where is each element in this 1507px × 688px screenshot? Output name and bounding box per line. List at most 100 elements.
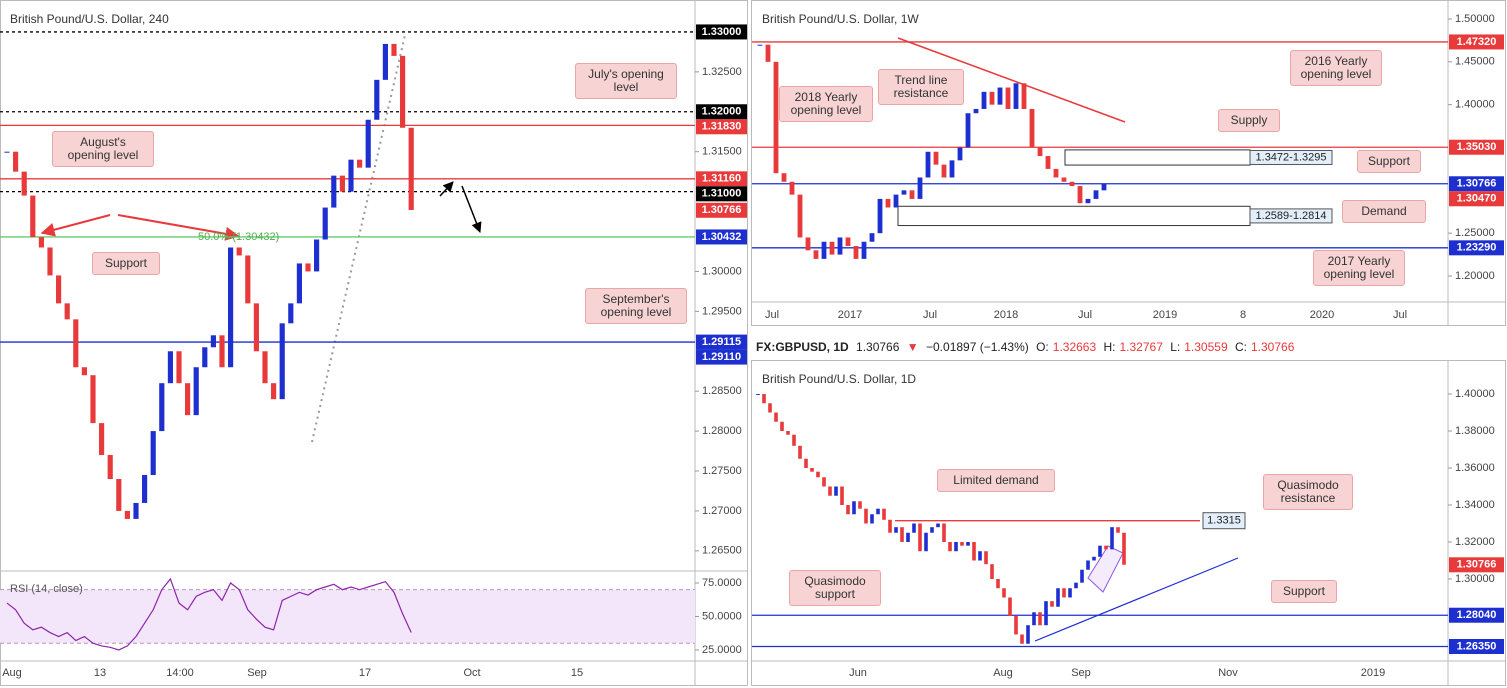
channel	[1087, 545, 1124, 593]
candle	[845, 237, 851, 247]
y-tick-label: 1.40000	[1455, 99, 1495, 111]
candle	[193, 367, 199, 416]
candle	[1085, 198, 1091, 204]
zone-label: 1.2589-1.2814	[1256, 210, 1327, 222]
candle	[1122, 532, 1126, 565]
candle	[900, 527, 904, 542]
callout: 2018 Yearly opening level	[779, 86, 873, 122]
price-marker-label: 1.28040	[1457, 609, 1497, 621]
x-tick-label: Jun	[849, 667, 867, 679]
candle	[774, 412, 778, 422]
panel-frame	[0, 0, 748, 686]
callout: Demand	[1342, 200, 1426, 223]
candle	[1008, 597, 1012, 616]
chart-title: British Pound/U.S. Dollar, 240	[10, 12, 169, 26]
candle	[858, 501, 862, 509]
candle	[957, 147, 963, 161]
y-tick-label: 1.26500	[702, 545, 742, 557]
price-marker	[1449, 607, 1504, 623]
y-tick-label: 1.27500	[702, 465, 742, 477]
candle	[996, 578, 1000, 589]
candle	[894, 527, 898, 533]
candle	[1002, 588, 1006, 598]
y-tick-label: 1.40000	[1455, 388, 1495, 400]
price-marker-label: 1.47320	[1457, 36, 1497, 48]
candle	[116, 478, 122, 511]
candle	[864, 508, 868, 524]
candle	[1080, 569, 1084, 583]
x-tick-label: 15	[571, 667, 583, 679]
price-marker	[1449, 176, 1504, 192]
callout: August's opening level	[52, 131, 154, 167]
candle	[150, 431, 156, 476]
callout: July's opening level	[575, 63, 677, 99]
candle	[930, 527, 934, 533]
price-marker-label: 1.30766	[1457, 178, 1497, 190]
candle	[852, 501, 856, 515]
candle	[357, 159, 363, 168]
candle	[296, 263, 302, 304]
x-tick-label: 2017	[838, 309, 862, 321]
candle	[1092, 556, 1096, 561]
rsi-title: RSI (14, close)	[10, 583, 83, 595]
candle	[973, 108, 979, 114]
candle	[861, 241, 867, 259]
candle	[960, 541, 964, 546]
price-marker-label: 1.33000	[702, 26, 742, 38]
y-tick-label: 1.30000	[702, 265, 742, 277]
candle	[1014, 615, 1018, 635]
candle	[829, 241, 835, 255]
candle	[918, 523, 922, 552]
candle	[906, 532, 910, 542]
candle	[1101, 183, 1107, 191]
candle	[837, 237, 843, 255]
close: 1.30766	[1250, 340, 1295, 354]
candle	[870, 514, 874, 524]
x-tick-label: 2018	[994, 309, 1018, 321]
price-marker	[1449, 557, 1504, 573]
y-tick-label: 1.28000	[702, 425, 742, 437]
candle	[1074, 582, 1078, 589]
candle	[1038, 612, 1042, 626]
price-marker-label: 1.23290	[1457, 242, 1497, 254]
panel-frame	[751, 0, 1506, 326]
candle	[331, 175, 337, 208]
price-marker-label: 1.29110	[702, 351, 741, 363]
callout: Quasimodo support	[789, 570, 881, 606]
arrow	[117, 214, 240, 241]
candle	[73, 319, 79, 368]
zone-label-box	[1249, 149, 1333, 165]
candle	[314, 239, 320, 272]
y-tick-label: 1.38000	[1455, 425, 1495, 437]
price-marker-label: 1.32000	[702, 106, 742, 118]
candle	[965, 113, 971, 148]
candle	[1077, 186, 1083, 204]
y-tick-label: 1.27000	[702, 505, 742, 517]
candle	[781, 173, 787, 182]
candle	[765, 44, 771, 62]
candle	[981, 91, 987, 109]
price-marker-label: 1.29115	[702, 336, 741, 348]
candle	[853, 246, 859, 259]
price-marker	[1449, 240, 1504, 256]
candle	[933, 151, 939, 165]
y-tick-label: 1.30000	[1455, 573, 1495, 585]
candle	[989, 91, 995, 105]
candle	[1020, 634, 1024, 644]
candle	[1068, 588, 1072, 598]
y-tick-label: 1.32500	[702, 66, 742, 78]
candle	[813, 250, 819, 259]
candle	[876, 508, 880, 515]
price-marker-label: 1.30470	[1457, 193, 1497, 205]
candle	[810, 467, 814, 472]
zone-label: 1.3472-1.3295	[1256, 151, 1327, 163]
candle	[846, 504, 850, 515]
price-marker	[1449, 139, 1504, 155]
candle	[167, 351, 173, 384]
candle	[805, 237, 811, 251]
candle	[1044, 601, 1048, 626]
candle	[1098, 545, 1102, 557]
candle	[869, 233, 875, 242]
fib-label: 50.0% (1.30432)	[198, 231, 279, 243]
